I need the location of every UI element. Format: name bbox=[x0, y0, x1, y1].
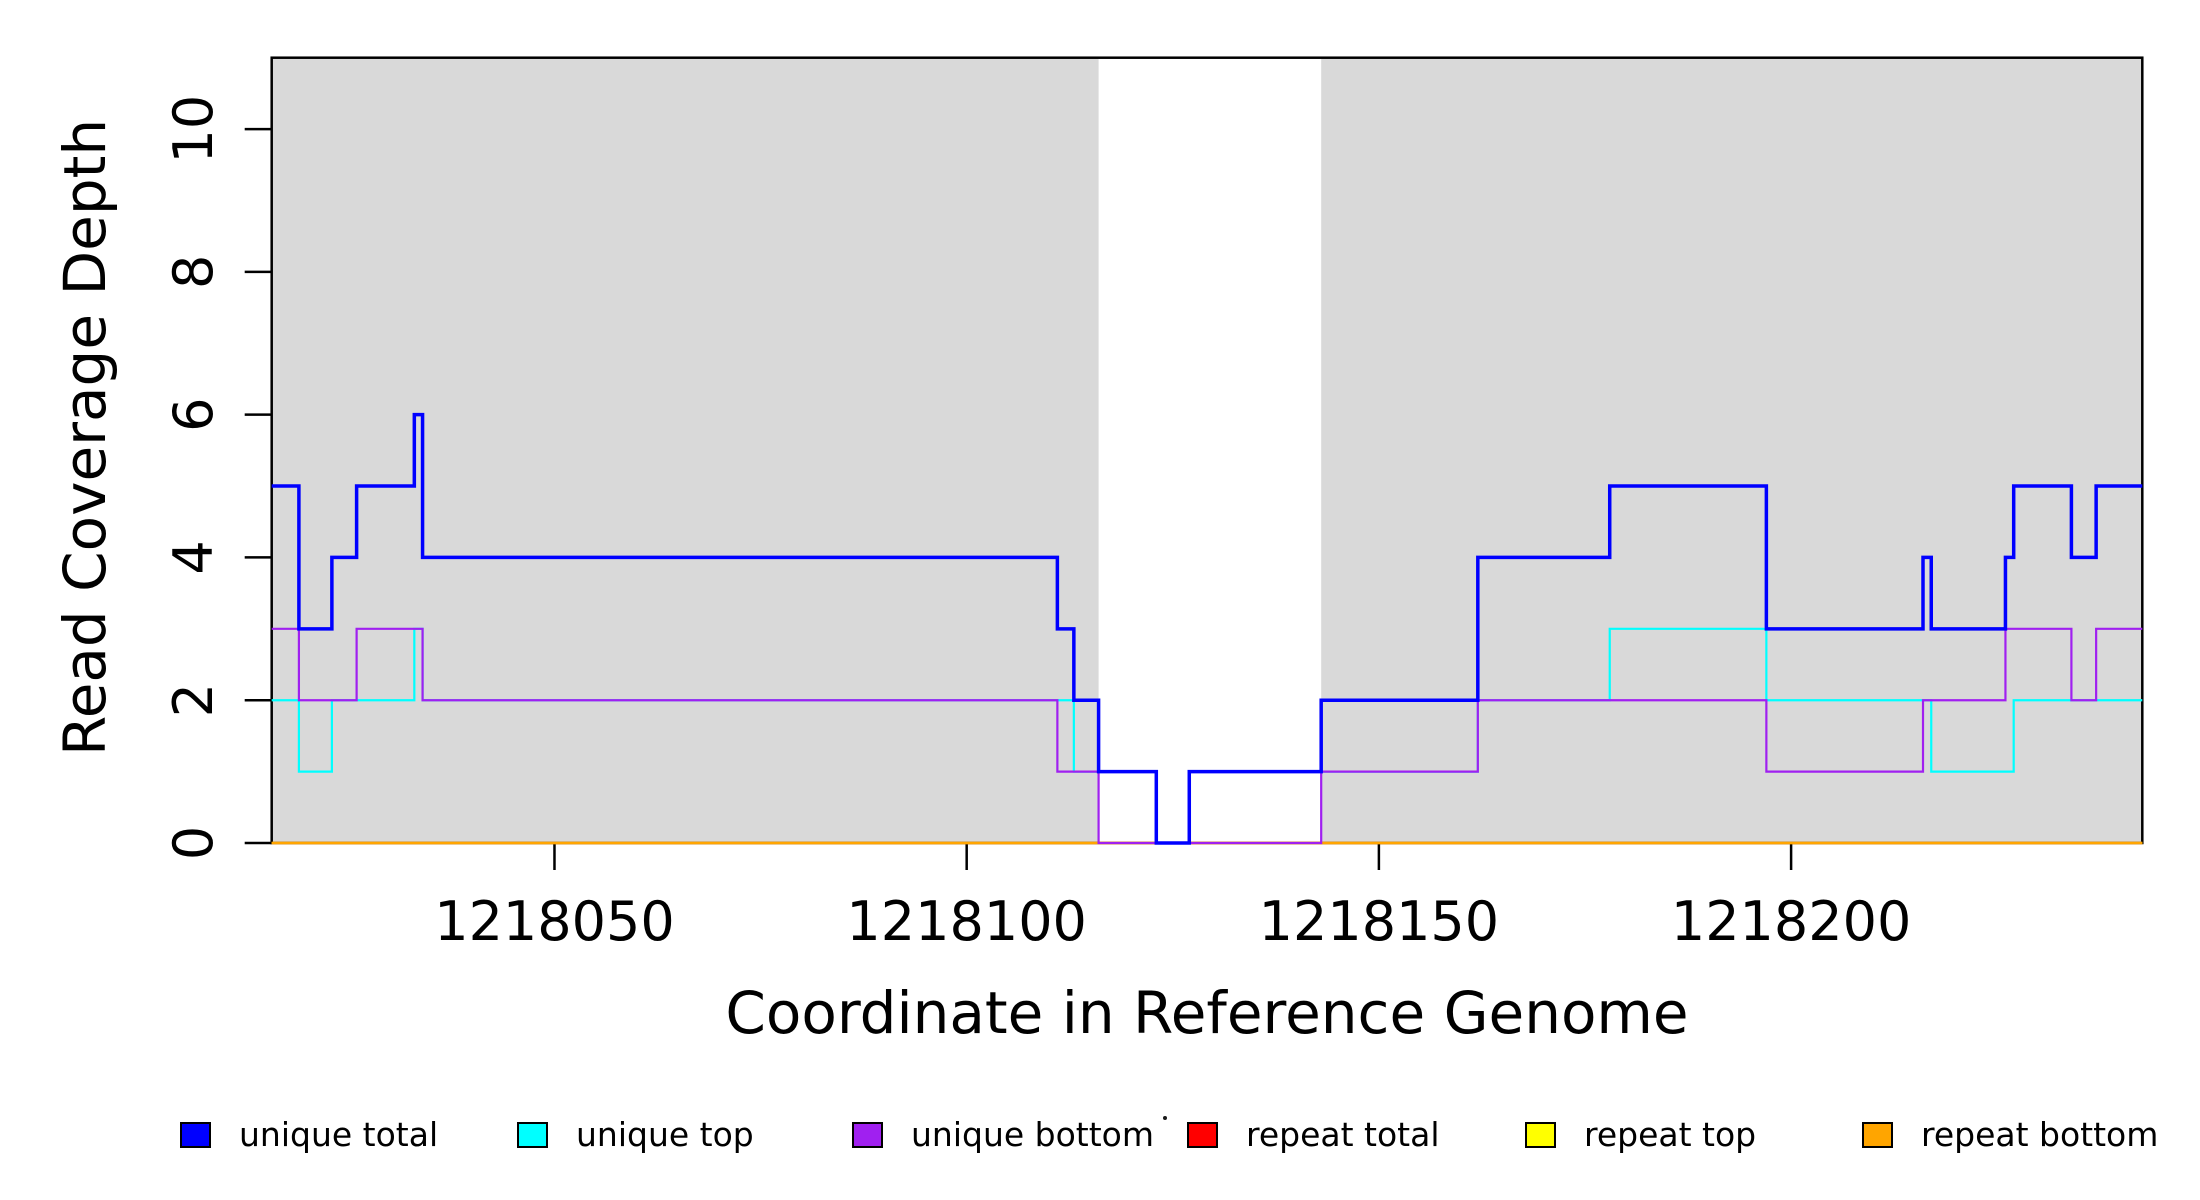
y-tick-label: 4 bbox=[162, 540, 225, 574]
repeat-top-swatch bbox=[1525, 1121, 1556, 1148]
legend-item-repeat-total: repeat total bbox=[1187, 1112, 1440, 1157]
legend-item-unique-bottom: unique bottom bbox=[852, 1112, 1154, 1157]
legend-label: unique top bbox=[576, 1115, 754, 1154]
unique-bottom-swatch bbox=[852, 1121, 883, 1148]
series-line-unique-bottom bbox=[271, 627, 2143, 845]
x-tick-label: 1218050 bbox=[434, 890, 675, 953]
legend-item-unique-top: unique top bbox=[517, 1112, 754, 1157]
unique-top-swatch bbox=[517, 1121, 548, 1148]
y-tick-label: 10 bbox=[162, 95, 225, 164]
repeat-bottom-swatch bbox=[1862, 1121, 1893, 1148]
y-axis-title: Read Coverage Depth bbox=[51, 118, 119, 756]
legend-label: repeat bottom bbox=[1921, 1115, 2159, 1154]
stray-dot bbox=[1163, 1116, 1167, 1120]
unique-region-right bbox=[1321, 57, 2143, 843]
x-tick-label: 1218200 bbox=[1671, 890, 1912, 953]
y-tick-label: 6 bbox=[162, 397, 225, 431]
repeat-total-swatch bbox=[1187, 1121, 1218, 1148]
legend-label: repeat top bbox=[1584, 1115, 1757, 1154]
x-tick-label: 1218150 bbox=[1259, 890, 1500, 953]
y-tick-label: 8 bbox=[162, 255, 225, 289]
x-tick-label: 1218100 bbox=[846, 890, 1087, 953]
legend-item-repeat-top: repeat top bbox=[1525, 1112, 1756, 1157]
legend-item-unique-total: unique total bbox=[180, 1112, 438, 1157]
unique-region-left bbox=[271, 57, 1099, 843]
y-tick-label: 2 bbox=[162, 683, 225, 717]
legend-item-repeat-bottom: repeat bottom bbox=[1862, 1112, 2158, 1157]
y-tick-label: 0 bbox=[162, 826, 225, 860]
legend-label: unique bottom bbox=[911, 1115, 1155, 1154]
legend-label: unique total bbox=[239, 1115, 439, 1154]
series-line-unique-total bbox=[271, 412, 2143, 845]
legend-label: repeat total bbox=[1246, 1115, 1440, 1154]
x-axis-title: Coordinate in Reference Genome bbox=[725, 979, 1689, 1047]
unique-total-swatch bbox=[180, 1121, 211, 1148]
